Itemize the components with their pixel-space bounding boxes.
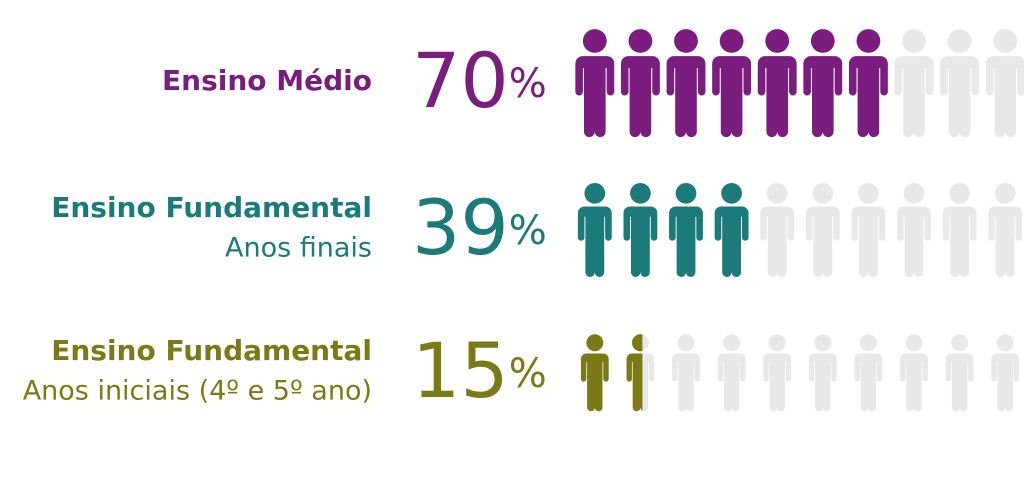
person-icon [760, 182, 795, 277]
person-icon [848, 29, 888, 138]
category-label: Ensino Fundamental [51, 334, 372, 367]
category-sublabel: Anos finais [225, 233, 372, 264]
category-label: Ensino Médio [162, 64, 372, 97]
person-icon [666, 29, 706, 138]
person-icon [575, 29, 615, 138]
person-icon [672, 334, 700, 412]
value-label: 39% [412, 183, 547, 272]
person-icon [991, 334, 1020, 412]
category-label: Ensino Fundamental [51, 191, 372, 224]
person-icon [805, 182, 840, 277]
person-icon [577, 182, 612, 277]
person-icon [985, 29, 1024, 137]
person-icon [623, 182, 658, 277]
person-icon [763, 334, 792, 412]
person-icon [712, 29, 752, 138]
person-icon [897, 182, 931, 277]
person-icon [942, 182, 977, 277]
person-icon [714, 182, 749, 277]
person-icon [620, 29, 660, 138]
person-icon [854, 334, 883, 412]
icon-fill [575, 29, 888, 138]
person-icon [988, 182, 1023, 277]
person-icon [717, 334, 746, 412]
person-icon [669, 182, 703, 277]
value-label: 70% [412, 36, 547, 125]
person-icon [757, 29, 797, 138]
icon-background [580, 334, 1020, 412]
person-icon [851, 182, 886, 277]
person-icon [580, 334, 609, 412]
person-icon [894, 29, 934, 138]
person-icon [803, 29, 843, 138]
category-sublabel: Anos iniciais (4º e 5º ano) [23, 376, 372, 407]
person-icon [900, 334, 928, 412]
value-label: 15% [412, 326, 547, 415]
person-icon [940, 29, 980, 138]
icon-fill [577, 182, 749, 277]
person-icon [945, 334, 974, 412]
person-icon [808, 334, 837, 412]
